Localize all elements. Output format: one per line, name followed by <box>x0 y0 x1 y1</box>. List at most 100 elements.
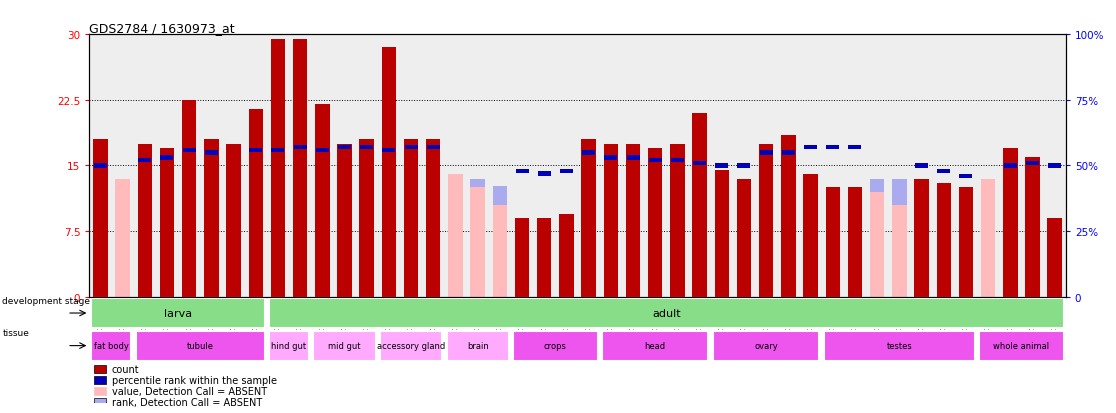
Bar <box>382 48 396 297</box>
Text: accessory gland: accessory gland <box>377 341 445 350</box>
Bar <box>737 179 751 297</box>
Text: count: count <box>112 364 140 374</box>
Text: value, Detection Call = ABSENT: value, Detection Call = ABSENT <box>112 386 267 396</box>
FancyBboxPatch shape <box>513 331 597 361</box>
Bar <box>161 156 173 160</box>
Text: head: head <box>645 341 666 350</box>
Bar <box>183 148 195 152</box>
Bar <box>804 145 817 150</box>
Bar <box>1003 164 1017 168</box>
Bar <box>405 145 417 150</box>
Bar <box>227 166 241 297</box>
Text: tissue: tissue <box>2 328 29 337</box>
Bar <box>471 188 484 297</box>
Bar <box>936 183 951 297</box>
Bar <box>182 101 196 297</box>
Bar <box>692 114 706 297</box>
FancyBboxPatch shape <box>92 298 264 328</box>
Bar <box>892 205 906 297</box>
Bar <box>1026 161 1039 166</box>
Bar <box>426 140 441 297</box>
Bar <box>492 205 507 297</box>
Text: crops: crops <box>543 341 567 350</box>
Bar <box>94 365 106 373</box>
Bar <box>848 188 863 297</box>
Bar <box>537 218 551 297</box>
Bar <box>870 192 884 297</box>
Bar <box>338 145 352 150</box>
Bar <box>94 387 106 395</box>
Bar <box>359 140 374 297</box>
Bar <box>115 179 129 297</box>
Bar <box>249 148 262 152</box>
Bar <box>826 188 840 297</box>
Bar <box>559 214 574 297</box>
Bar <box>671 144 684 297</box>
Bar <box>138 159 152 163</box>
Bar <box>292 40 307 297</box>
Bar <box>516 169 529 173</box>
Bar <box>604 144 618 297</box>
FancyBboxPatch shape <box>381 331 442 361</box>
FancyBboxPatch shape <box>269 298 1064 328</box>
Bar <box>804 175 818 297</box>
Bar <box>738 164 750 168</box>
Bar <box>981 179 995 297</box>
Text: rank, Detection Call = ABSENT: rank, Detection Call = ABSENT <box>112 397 262 407</box>
FancyBboxPatch shape <box>446 331 509 361</box>
Bar <box>1048 218 1062 297</box>
Bar <box>449 179 463 297</box>
Text: GDS2784 / 1630973_at: GDS2784 / 1630973_at <box>89 22 234 35</box>
Bar <box>693 161 706 166</box>
FancyBboxPatch shape <box>602 331 709 361</box>
Bar <box>93 140 107 297</box>
Text: whole animal: whole animal <box>993 341 1049 350</box>
Bar <box>714 171 729 297</box>
Bar <box>514 218 529 297</box>
Bar <box>626 144 641 297</box>
Text: brain: brain <box>466 341 489 350</box>
Text: adult: adult <box>652 308 681 318</box>
Bar <box>960 174 972 179</box>
Bar <box>137 144 152 297</box>
Bar <box>715 164 729 168</box>
FancyBboxPatch shape <box>92 331 132 361</box>
Bar <box>426 145 440 150</box>
Bar <box>337 144 352 297</box>
Bar <box>671 159 684 163</box>
Bar <box>115 179 129 297</box>
Bar <box>316 148 329 152</box>
FancyBboxPatch shape <box>269 331 309 361</box>
Bar <box>782 151 795 155</box>
Text: testes: testes <box>886 341 912 350</box>
Text: fat body: fat body <box>94 341 129 350</box>
Bar <box>492 187 507 297</box>
Bar <box>648 159 662 163</box>
Bar <box>781 135 796 297</box>
Bar <box>94 376 106 384</box>
Bar <box>383 148 395 152</box>
Bar <box>315 105 329 297</box>
Bar <box>760 151 772 155</box>
Bar <box>626 156 639 160</box>
Bar <box>1003 149 1018 297</box>
Bar <box>848 145 862 150</box>
Bar <box>1048 164 1061 168</box>
Bar <box>581 140 596 297</box>
Bar <box>94 398 106 406</box>
Bar <box>1026 157 1040 297</box>
Bar <box>981 179 995 297</box>
FancyBboxPatch shape <box>713 331 819 361</box>
Bar <box>449 175 463 297</box>
Bar <box>205 151 218 155</box>
Bar <box>759 144 773 297</box>
Bar <box>249 109 263 297</box>
Text: tubule: tubule <box>186 341 214 350</box>
Bar <box>538 172 550 176</box>
Bar <box>204 140 219 297</box>
Bar <box>271 148 285 152</box>
Bar <box>583 151 595 155</box>
Bar <box>94 164 107 168</box>
Bar <box>959 188 973 297</box>
Bar <box>404 140 418 297</box>
